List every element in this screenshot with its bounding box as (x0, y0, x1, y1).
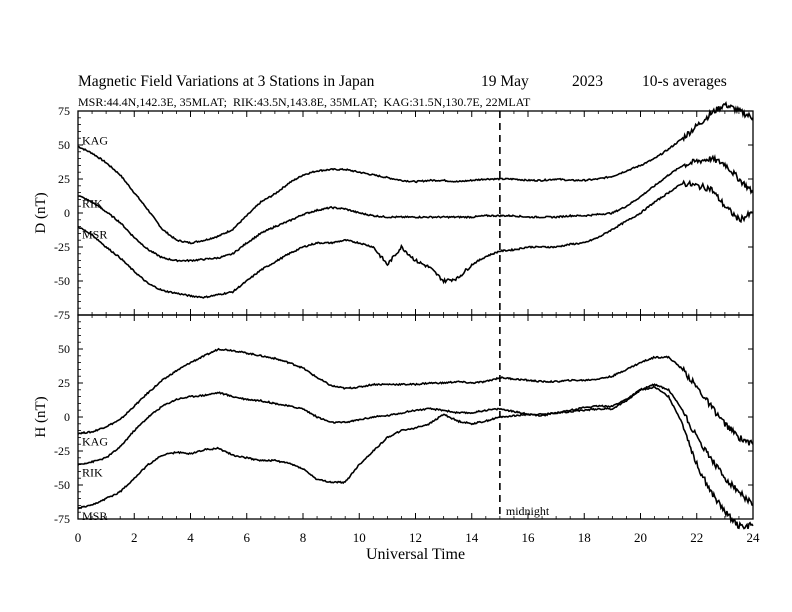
y-tick-label: -75 (54, 308, 70, 322)
x-axis-label: Universal Time (366, 546, 465, 563)
plot-frame (77, 110, 754, 316)
y-tick-label: 25 (58, 376, 70, 390)
x-tick-label: 12 (409, 530, 422, 545)
x-tick-label: 4 (187, 530, 194, 545)
x-tick-label: 8 (300, 530, 307, 545)
series-line-rik (77, 383, 754, 507)
plot-frame (77, 314, 754, 520)
x-tick-label: 16 (522, 530, 536, 545)
y-tick-label: -50 (54, 478, 70, 492)
x-tick-label: 18 (578, 530, 591, 545)
series-label-rik: RIK (82, 466, 103, 480)
x-tick-label: 2 (131, 530, 138, 545)
series-label-rik: RIK (82, 196, 103, 210)
x-tick-label: 0 (75, 530, 82, 545)
series-label-kag: KAG (82, 434, 108, 448)
series-line-kag (77, 100, 754, 245)
y-tick-label: -50 (54, 274, 70, 288)
x-tick-label: 20 (634, 530, 647, 545)
title-averaging: 10-s averages (642, 73, 727, 90)
x-tick-label: 22 (690, 530, 703, 545)
stations-line: MSR:44.4N,142.3E, 35MLAT; RIK:43.5N,143.… (78, 95, 531, 109)
title-date: 19 May (481, 73, 529, 90)
series-line-rik (77, 154, 754, 263)
series-line-kag (77, 347, 754, 446)
x-tick-label: 24 (747, 530, 761, 545)
x-tick-label: 6 (244, 530, 251, 545)
series-line-msr (77, 385, 754, 530)
y-tick-label: -25 (54, 240, 70, 254)
series-label-msr: MSR (82, 509, 107, 523)
midnight-label: midnight (506, 504, 550, 518)
y-axis-label: H (nT) (33, 396, 49, 437)
panel-d: 75 50 25 0 -25 -50 -75 D (nT) KAG RIK MSR (33, 100, 754, 322)
y-axis-label: D (nT) (33, 192, 49, 233)
series-label-msr: MSR (82, 228, 107, 242)
chart-title: Magnetic Field Variations at 3 Stations … (78, 73, 727, 163)
y-tick-label: 75 (58, 104, 70, 118)
title-year: 2023 (572, 73, 603, 90)
series-label-kag: KAG (82, 133, 108, 147)
y-tick-label: 0 (64, 206, 70, 220)
series-line-msr (77, 179, 754, 299)
y-tick-label: -75 (54, 512, 70, 526)
y-tick-label: -25 (54, 444, 70, 458)
title-text: Magnetic Field Variations at 3 Stations … (78, 73, 375, 90)
panel-h: 50 25 0 -25 -50 -75 H (nT) midnight KAG RIK MSR (33, 314, 754, 530)
x-tick-label: 10 (353, 530, 366, 545)
y-tick-label: 50 (58, 138, 70, 152)
y-tick-label: 25 (58, 172, 70, 186)
x-tick-label: 14 (465, 530, 479, 545)
y-tick-label: 50 (58, 342, 70, 356)
y-tick-label: 0 (64, 410, 70, 424)
